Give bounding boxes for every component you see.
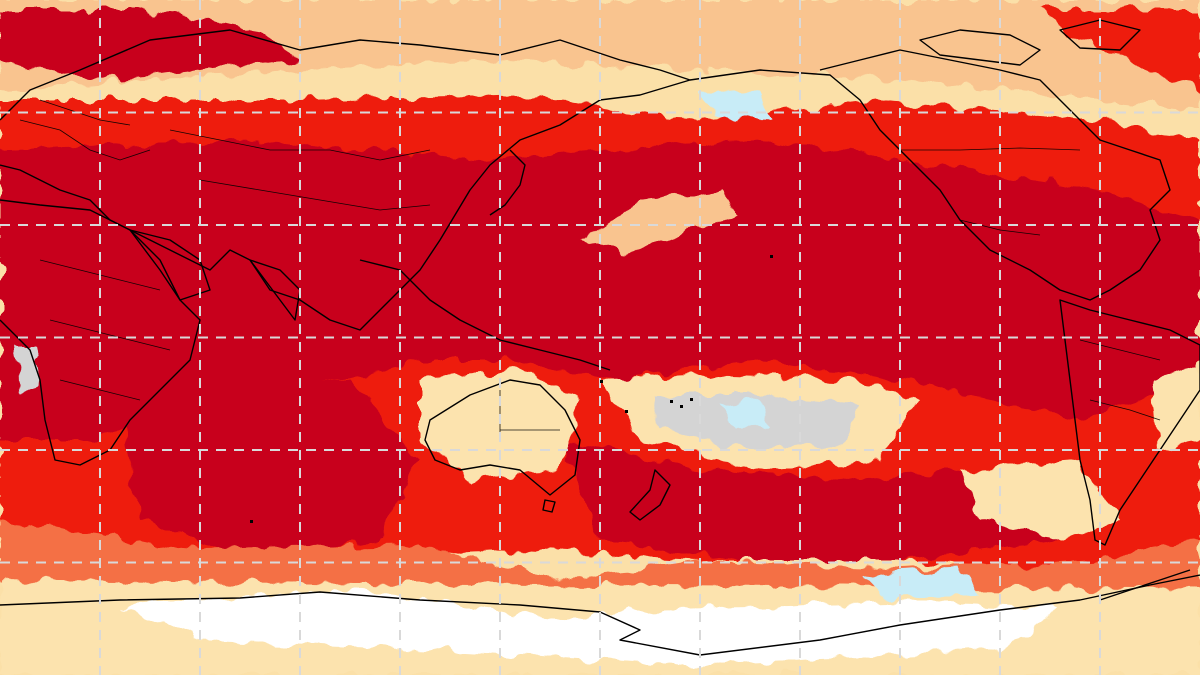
coast-australia — [424, 379, 581, 496]
pacific-islands — [250, 255, 773, 523]
border-asia-2 — [199, 179, 431, 211]
coast-greenland-canada-islands — [919, 19, 1141, 66]
border-africa-2 — [49, 319, 171, 351]
border-europe-1 — [19, 119, 151, 161]
island — [770, 255, 773, 258]
country-borders — [19, 99, 1161, 440]
island — [680, 405, 683, 408]
coast-arabia — [129, 229, 211, 301]
border-europe-2 — [39, 99, 131, 126]
island — [690, 398, 693, 401]
border-south-america-2 — [1089, 399, 1161, 421]
coast-japan — [489, 149, 526, 216]
region-alaska-cool — [700, 90, 770, 120]
coast-india — [249, 259, 301, 321]
coastlines — [0, 19, 1200, 656]
island — [600, 380, 603, 383]
coast-north-america — [689, 49, 1171, 301]
region-south-pacific-cool — [720, 400, 770, 432]
border-south-america-1 — [1079, 339, 1161, 361]
region-antarctica-cool — [860, 570, 980, 598]
coast-africa — [0, 199, 201, 466]
border-usa-mexico — [959, 219, 1041, 236]
coast-new-zealand — [629, 469, 671, 521]
island — [670, 400, 673, 403]
coast-antarctica — [0, 574, 1200, 656]
coast-antarctic-peninsula — [1099, 569, 1191, 601]
coast-south-america — [1059, 299, 1200, 546]
island — [625, 410, 628, 413]
region-eurasia-arctic — [0, 10, 300, 80]
region-south-indian-ocean — [120, 380, 420, 560]
coast-southeast-asia — [359, 259, 611, 371]
region-antarctica-white — [120, 590, 1060, 665]
region-south-atlantic-pale — [1150, 370, 1200, 450]
region-south-pacific — [560, 440, 1080, 560]
island — [250, 520, 253, 523]
region-south-america-pale — [960, 460, 1120, 540]
coast-eurasia — [0, 29, 691, 331]
border-usa-canada — [900, 147, 1081, 151]
coast-tasmania — [542, 499, 556, 513]
region-namibia-grey — [15, 345, 40, 390]
border-africa-3 — [59, 379, 141, 401]
